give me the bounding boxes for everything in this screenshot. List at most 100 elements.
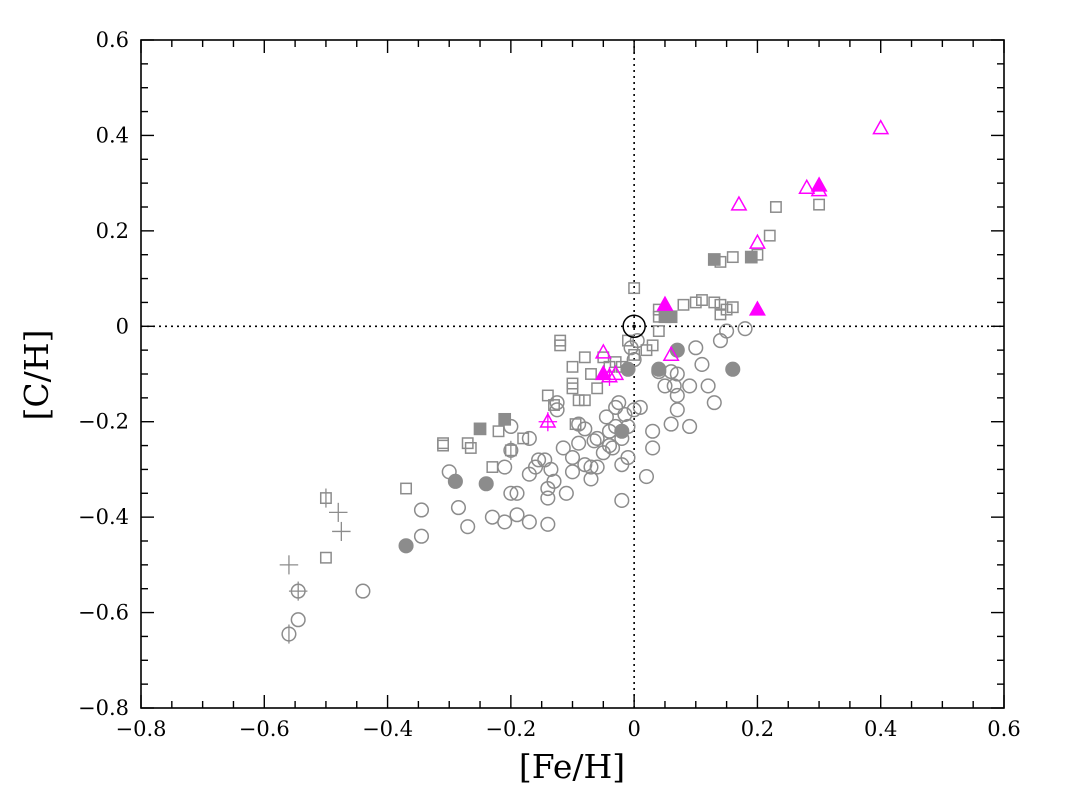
data-point: [688, 340, 704, 356]
data-point: [629, 333, 645, 349]
data-point: [626, 402, 642, 418]
data-point: [355, 583, 371, 599]
data-point: [437, 437, 450, 450]
data-point: [720, 303, 733, 316]
x-axis-label: [Fe/H]: [519, 747, 625, 786]
data-point: [583, 471, 599, 487]
error-bar: [279, 555, 299, 575]
data-point: [614, 492, 630, 508]
x-tick-label: −0.6: [239, 717, 290, 741]
data-point: [607, 364, 625, 381]
data-point: [541, 389, 554, 402]
data-point: [669, 402, 685, 418]
data-point: [617, 407, 633, 423]
data-point: [577, 457, 593, 473]
data-point: [413, 502, 430, 518]
y-tick-label: 0: [116, 314, 129, 338]
data-point: [437, 439, 450, 452]
data-point: [450, 500, 467, 516]
data-point: [572, 394, 585, 407]
y-tick-label: 0.2: [96, 219, 129, 243]
x-tick-label: 0: [627, 717, 640, 741]
data-point: [486, 461, 499, 473]
data-point: [290, 612, 306, 628]
data-point: [531, 452, 547, 468]
data-point: [707, 253, 721, 266]
data-point: [657, 378, 673, 394]
sun-symbol: [622, 314, 646, 339]
data-point: [726, 251, 739, 264]
data-point: [319, 551, 332, 564]
data-point: [646, 339, 659, 352]
data-point: [517, 432, 530, 445]
data-point: [696, 294, 708, 306]
y-tick-label: 0.6: [96, 28, 129, 52]
data-point: [589, 459, 605, 475]
data-point: [706, 395, 722, 411]
data-point: [682, 378, 698, 394]
data-point: [700, 378, 716, 394]
data-point: [601, 438, 618, 454]
data-point: [503, 485, 519, 501]
x-tick-label: 0.2: [741, 717, 774, 741]
data-point: [583, 459, 599, 475]
data-point: [558, 485, 574, 501]
data-point: [632, 399, 648, 415]
error-bar: [329, 502, 348, 522]
data-point: [798, 178, 816, 194]
data-point: [549, 395, 565, 411]
data-point: [638, 469, 655, 485]
data-point: [594, 343, 612, 359]
data-point: [608, 399, 624, 415]
data-point: [564, 464, 581, 480]
x-tick-label: −0.2: [485, 717, 536, 741]
x-tick-label: −0.8: [116, 717, 167, 741]
data-point: [748, 300, 766, 316]
y-tick-label: −0.8: [78, 696, 129, 720]
data-point: [460, 519, 476, 535]
data-point: [656, 295, 674, 311]
data-point: [400, 482, 413, 495]
data-point: [569, 418, 582, 431]
data-point: [677, 298, 690, 311]
data-point: [447, 473, 463, 489]
data-point: [763, 229, 776, 242]
data-points: [279, 119, 890, 644]
data-point: [594, 364, 612, 381]
data-point: [497, 514, 513, 530]
data-point: [585, 368, 597, 380]
data-point: [663, 416, 679, 432]
data-point: [473, 422, 487, 436]
data-point: [591, 382, 604, 395]
data-point: [598, 409, 614, 425]
data-point: [543, 461, 559, 477]
data-point: [464, 442, 477, 454]
data-point: [813, 198, 826, 211]
data-point: [540, 490, 556, 506]
y-axis-label: [C/H]: [17, 330, 56, 421]
data-point: [398, 538, 414, 554]
sun-dot: [632, 324, 636, 329]
data-point: [725, 361, 741, 377]
data-point: [744, 250, 758, 264]
data-point: [566, 360, 579, 373]
data-point: [694, 356, 710, 373]
y-tick-label: 0.4: [96, 123, 129, 147]
data-point: [689, 296, 702, 309]
data-point: [605, 440, 621, 456]
data-point: [669, 366, 685, 382]
data-point: [527, 459, 544, 475]
data-point: [566, 382, 579, 395]
y-tick-label: −0.6: [78, 601, 129, 625]
data-point: [620, 361, 636, 377]
data-point: [555, 440, 571, 456]
data-point: [589, 430, 605, 446]
tick-labels: −0.8 −0.6 −0.4 −0.2 0 0.2 0.4 0.6 −0.8 −0.6 −0.4 −0…: [78, 28, 1021, 741]
data-point: [651, 361, 667, 377]
data-point: [509, 485, 525, 501]
data-point: [413, 528, 430, 544]
data-point: [548, 399, 560, 411]
data-point: [730, 195, 748, 211]
data-point: [521, 514, 537, 530]
data-point: [652, 325, 665, 338]
